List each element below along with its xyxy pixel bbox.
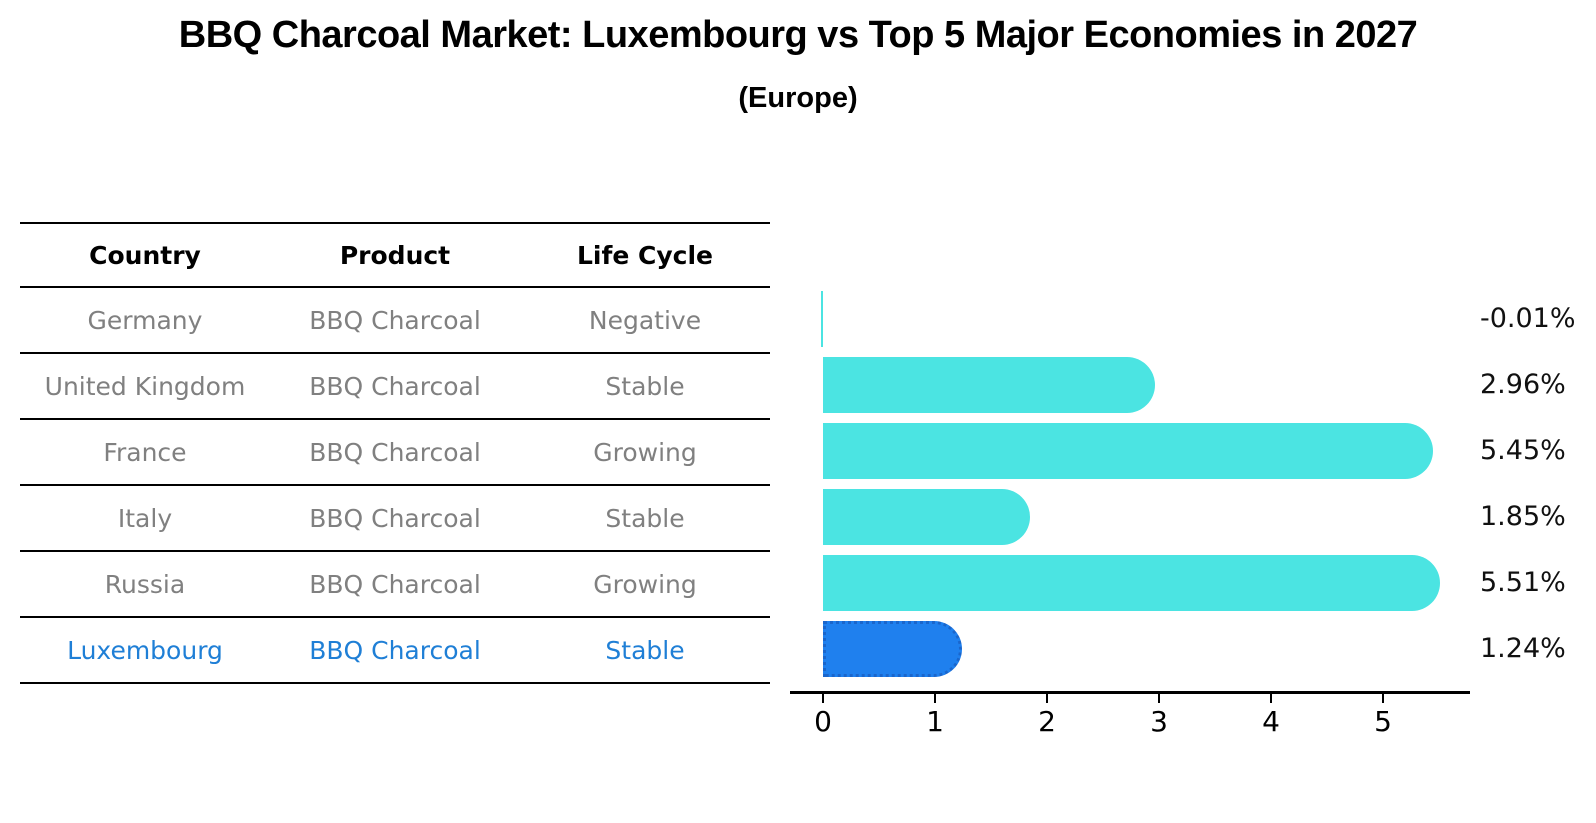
bar-value-label: 5.51% — [1480, 566, 1566, 598]
country-cell: Italy — [117, 503, 173, 533]
product-cell: BBQ Charcoal — [309, 503, 481, 533]
bar-france — [823, 423, 1434, 479]
bar-value-label: -0.01% — [1480, 302, 1576, 334]
country-cell: Germany — [87, 305, 203, 335]
lifecycle-cell: Negative — [588, 305, 702, 335]
country-cell: Russia — [104, 569, 186, 599]
bar-united-kingdom — [823, 357, 1155, 413]
column-header-country: Country — [89, 240, 201, 270]
table-row: France BBQ Charcoal Growing — [20, 420, 770, 486]
table-row: Germany BBQ Charcoal Negative — [20, 288, 770, 354]
x-axis-tick-label: 4 — [1262, 705, 1280, 738]
product-cell: BBQ Charcoal — [309, 569, 481, 599]
country-cell: Luxembourg — [67, 635, 223, 665]
x-axis-tick-label: 3 — [1150, 705, 1168, 738]
table-row: Italy BBQ Charcoal Stable — [20, 486, 770, 552]
lifecycle-cell: Stable — [605, 635, 685, 665]
x-axis-tick-label: 1 — [926, 705, 944, 738]
x-axis-tick — [822, 694, 824, 703]
lifecycle-cell: Stable — [605, 371, 685, 401]
bar-italy — [823, 489, 1031, 545]
lifecycle-cell: Stable — [605, 503, 685, 533]
table-row: Russia BBQ Charcoal Growing — [20, 552, 770, 618]
bar-germany — [821, 291, 823, 347]
x-axis-tick — [1270, 694, 1272, 703]
country-cell: United Kingdom — [44, 371, 246, 401]
product-cell: BBQ Charcoal — [309, 437, 481, 467]
bar-value-label: 2.96% — [1480, 368, 1566, 400]
product-cell: BBQ Charcoal — [309, 305, 481, 335]
x-axis-tick — [934, 694, 936, 703]
table-row: Luxembourg BBQ Charcoal Stable — [20, 618, 770, 684]
product-cell: BBQ Charcoal — [309, 635, 481, 665]
x-axis-tick-label: 5 — [1374, 705, 1392, 738]
chart-title: BBQ Charcoal Market: Luxembourg vs Top 5… — [178, 14, 1418, 56]
lifecycle-cell: Growing — [593, 569, 697, 599]
column-header-product: Product — [339, 240, 451, 270]
x-axis-tick-label: 0 — [814, 705, 832, 738]
lifecycle-cell: Growing — [593, 437, 697, 467]
table-header-row: Country Product Life Cycle — [20, 224, 770, 288]
bar-value-label: 1.24% — [1480, 632, 1566, 664]
bar-russia — [823, 555, 1441, 611]
x-axis-tick — [1382, 694, 1384, 703]
chart-subtitle: (Europe) — [738, 82, 858, 114]
x-axis-line — [790, 691, 1470, 694]
country-cell: France — [103, 437, 187, 467]
x-axis-tick — [1046, 694, 1048, 703]
bar-value-label: 5.45% — [1480, 434, 1566, 466]
x-axis-tick — [1158, 694, 1160, 703]
product-cell: BBQ Charcoal — [309, 371, 481, 401]
x-axis-tick-label: 2 — [1038, 705, 1056, 738]
table-body: Germany BBQ Charcoal Negative United Kingdo… — [20, 288, 770, 684]
column-header-lifecycle: Life Cycle — [576, 240, 714, 270]
bar-value-label: 1.85% — [1480, 500, 1566, 532]
bar-plot-area — [790, 286, 1470, 682]
country-table: Country Product Life Cycle Germany BBQ Ch… — [20, 222, 770, 684]
table-row: United Kingdom BBQ Charcoal Stable — [20, 354, 770, 420]
bar-luxembourg — [823, 621, 962, 677]
